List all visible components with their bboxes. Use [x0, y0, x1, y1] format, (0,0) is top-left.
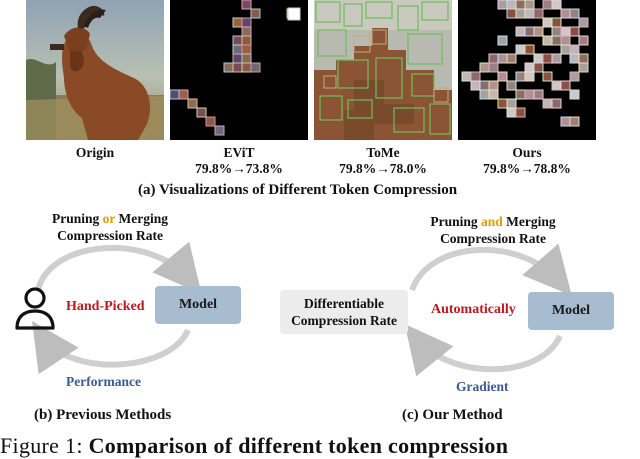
evit-token-map: [170, 0, 308, 140]
token-tile: [533, 89, 544, 100]
token-tile: [524, 44, 535, 55]
prev-top-arrow: [35, 241, 202, 294]
token-tile: [497, 35, 508, 46]
evit-metric: 79.8%→73.8%: [195, 161, 283, 176]
token-tile: [551, 98, 562, 109]
token-tile: [533, 62, 544, 73]
token-tile: [551, 0, 562, 10]
token-tile: [506, 53, 517, 64]
hand-picked-label: Hand-Picked: [66, 299, 145, 314]
token-tile: [506, 80, 517, 91]
token-tile: [569, 116, 580, 127]
token-tile: [187, 98, 198, 109]
ours-title: Pruning and Merging Compression Rate: [430, 214, 556, 246]
panel-ours: [458, 0, 596, 140]
token-tile: [542, 71, 553, 82]
token-tile: [569, 26, 580, 37]
token-tile: [196, 107, 207, 118]
token-tile: [578, 62, 589, 73]
performance-label: Performance: [66, 374, 141, 389]
origin-photo: [26, 0, 164, 140]
token-tile: [214, 125, 225, 136]
token-tile: [560, 80, 571, 91]
tome-metric: 79.8%→78.0%: [339, 161, 427, 176]
ours-model-box: Model: [528, 292, 614, 330]
token-tile: [569, 89, 580, 100]
token-tile: [533, 26, 544, 37]
token-tile: [488, 89, 499, 100]
token-tile: [533, 8, 544, 19]
caption-evit: EViT 79.8%→73.8%: [170, 145, 308, 177]
token-tile: [241, 53, 252, 64]
subcaption-b: (b) Previous Methods: [34, 407, 172, 423]
ours-metric: 79.8%→78.8%: [483, 161, 571, 176]
subcaption-c: (c) Our Method: [402, 407, 503, 423]
previous-model-box: Model: [155, 286, 241, 324]
token-tile: [569, 8, 580, 19]
gradient-label: Gradient: [456, 379, 509, 394]
ours-top-arrow: [409, 243, 572, 296]
token-tile: [205, 116, 216, 127]
token-tile: [488, 62, 499, 73]
token-tile: [578, 35, 589, 46]
figure-caption: Figure 1: Comparison of different token …: [0, 433, 509, 458]
caption-tome: ToMe 79.8%→78.0%: [314, 145, 452, 177]
user-icon: [15, 287, 55, 330]
caption-ours: Ours 79.8%→78.8%: [458, 145, 596, 177]
subcaption-a: (a) Visualizations of Different Token Co…: [138, 182, 458, 198]
token-tile: [578, 17, 589, 28]
panel-evit: [170, 0, 308, 140]
prev-bottom-arrow: [31, 321, 191, 375]
token-tile: [551, 53, 562, 64]
differentiable-rate-box: Differentiable Compression Rate: [280, 290, 408, 334]
ours-bottom-arrow: [404, 324, 563, 377]
token-tile: [515, 107, 526, 118]
panel-origin: [26, 0, 164, 140]
token-tile: [170, 89, 180, 100]
token-tile: [569, 71, 580, 82]
previous-title: Pruning or Merging Compression Rate: [51, 211, 168, 243]
token-tile: [524, 71, 535, 82]
token-tile: [497, 71, 508, 82]
token-tile: [241, 0, 252, 10]
token-tile: [250, 8, 261, 19]
caption-origin: Origin: [75, 145, 115, 160]
panel-tome: [314, 0, 452, 140]
token-tile: [287, 7, 301, 21]
automatically-label: Automatically: [431, 302, 516, 317]
tome-token-map: [314, 0, 452, 140]
ours-token-map: [458, 0, 596, 140]
token-tile: [250, 62, 261, 73]
